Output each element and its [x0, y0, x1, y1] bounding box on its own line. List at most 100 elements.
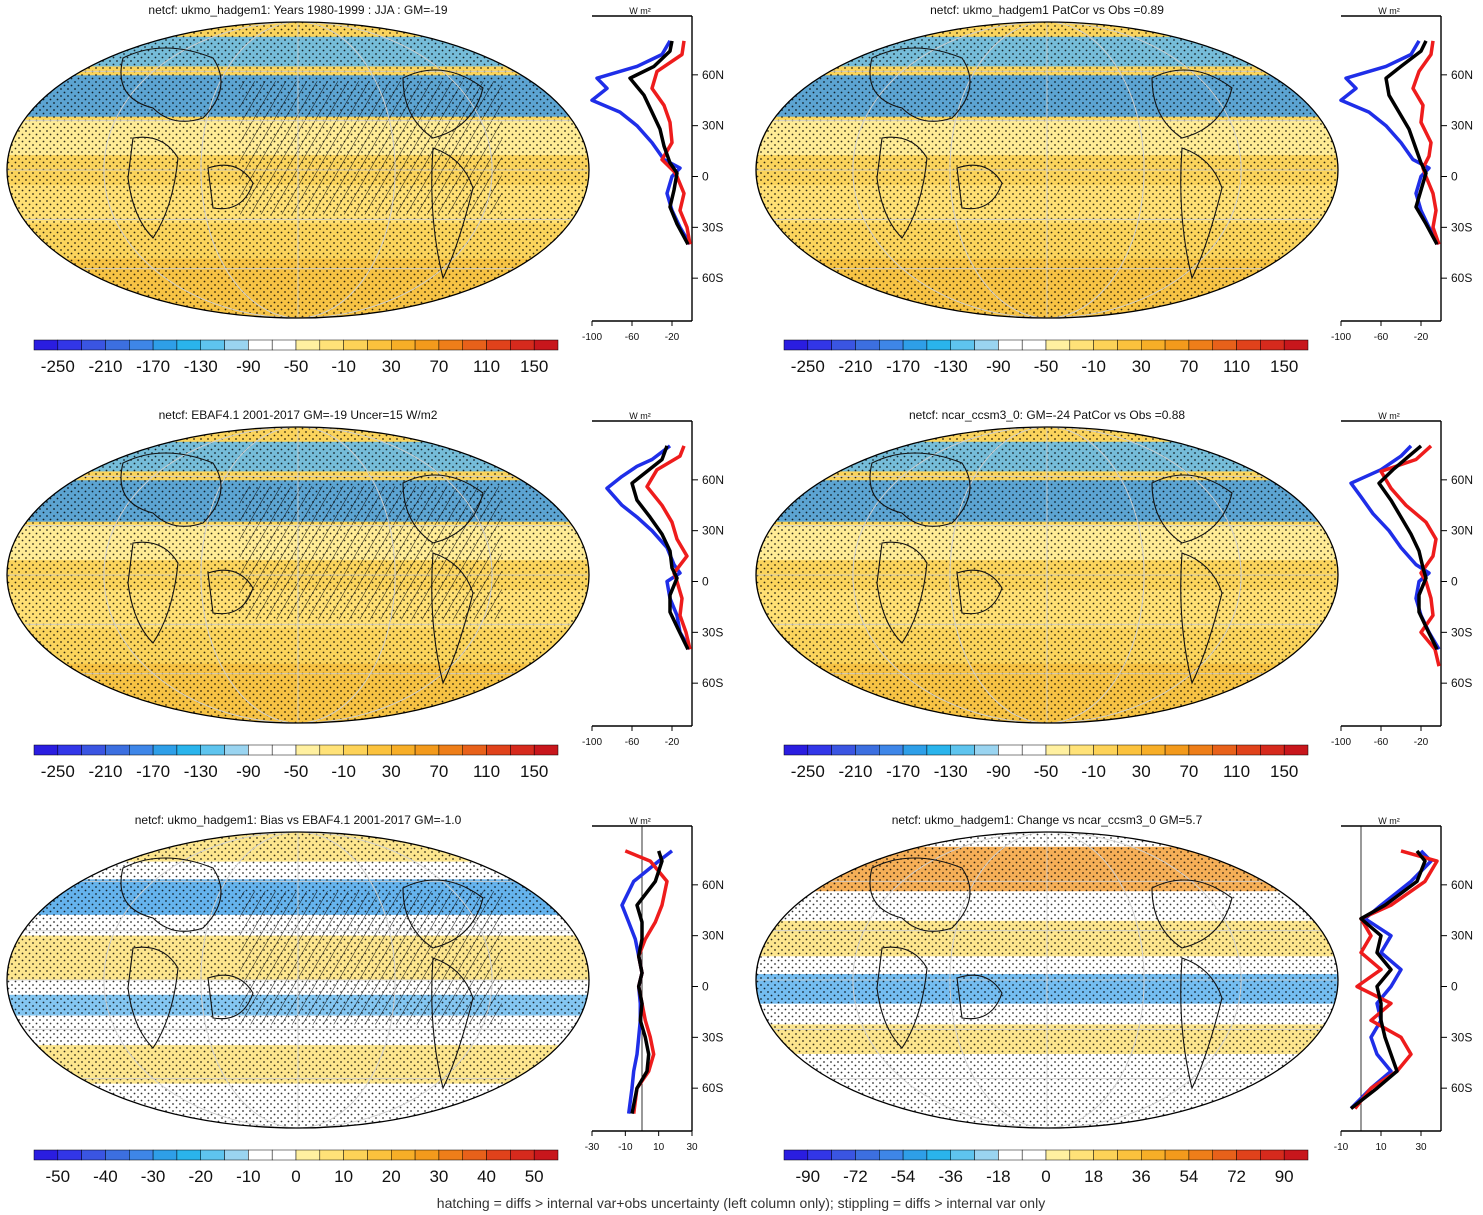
- colorbar-swatch: [998, 744, 1023, 756]
- map: [755, 831, 1339, 1129]
- continent-outline: [876, 541, 928, 644]
- map-border: [755, 426, 1339, 724]
- panel-5: netcf: ukmo_hadgem1: Bias vs EBAF4.1 200…: [6, 813, 724, 1186]
- colorbar-swatch: [1260, 339, 1285, 351]
- colorbar-swatch: [271, 339, 297, 351]
- colorbar: -90 -72 -54 -36 -18 0 18 36 54 72 90: [783, 1149, 1309, 1186]
- colorbar-swatch: [33, 1149, 59, 1161]
- colorbar-label: -250: [791, 357, 825, 376]
- colorbar-swatch: [807, 1149, 832, 1161]
- colorbar-swatch: [462, 339, 487, 351]
- colorbar-swatch: [879, 1149, 904, 1161]
- continent-outline: [869, 47, 971, 122]
- zonal-x-tick-label: 30: [1415, 1142, 1427, 1153]
- colorbar-label: -50: [1034, 357, 1059, 376]
- lat-tick-label: 30S: [1451, 625, 1472, 639]
- colorbar-label: -130: [184, 762, 218, 781]
- zonal-x-tick-label: -20: [665, 737, 680, 748]
- colorbar-swatch: [783, 339, 809, 351]
- colorbar-label: -54: [891, 1167, 916, 1186]
- colorbar-swatch: [807, 744, 832, 756]
- colorbar-label: -18: [986, 1167, 1011, 1186]
- colorbar-swatch: [391, 339, 416, 351]
- colorbar-swatch: [200, 339, 225, 351]
- colorbar-swatch: [533, 744, 559, 756]
- colorbar-swatch: [1141, 339, 1166, 351]
- colorbar-swatch: [176, 1149, 201, 1161]
- colorbar-label: 70: [1179, 762, 1198, 781]
- zonal-x-tick-label: -100: [582, 332, 602, 343]
- zonal-units: W m²: [1378, 6, 1400, 16]
- colorbar-swatch: [1212, 744, 1237, 756]
- colorbar-swatch: [81, 744, 106, 756]
- zonal-x-tick-label: 10: [653, 1142, 665, 1153]
- continent-outline: [956, 974, 1003, 1020]
- colorbar-swatch: [950, 1149, 975, 1161]
- colorbar-swatch: [998, 339, 1023, 351]
- colorbar-label: 20: [382, 1167, 401, 1186]
- lat-tick-label: 60S: [702, 676, 723, 690]
- colorbar-swatch: [81, 339, 106, 351]
- zonal-x-tick-label: -10: [618, 1142, 633, 1153]
- colorbar-swatch: [295, 744, 321, 756]
- colorbar-swatch: [902, 339, 928, 351]
- continent-outline: [876, 136, 928, 239]
- zonal-x-tick-label: -60: [1374, 737, 1389, 748]
- colorbar-swatch: [57, 1149, 82, 1161]
- colorbar-swatch: [105, 1149, 130, 1161]
- colorbar-label: 110: [473, 357, 500, 376]
- colorbar-swatch: [248, 339, 273, 351]
- colorbar-label: -90: [796, 1167, 821, 1186]
- colorbar-label: 40: [477, 1167, 496, 1186]
- zonal-series-red: [645, 445, 692, 650]
- colorbar-swatch: [1021, 339, 1047, 351]
- continent-outline: [127, 946, 179, 1049]
- lon-gridline: [103, 832, 493, 1128]
- colorbar-swatch: [510, 1149, 535, 1161]
- colorbar-swatch: [974, 744, 999, 756]
- panel-title: netcf: EBAF4.1 2001-2017 GM=-19 Uncer=15…: [159, 408, 438, 422]
- colorbar-swatch: [1164, 339, 1190, 351]
- colorbar-label: 72: [1227, 1167, 1246, 1186]
- lat-tick-label: 30S: [702, 1030, 723, 1044]
- lat-tick-label: 30N: [702, 929, 724, 943]
- continent-outline: [1180, 552, 1223, 685]
- colorbar-label: 30: [382, 762, 401, 781]
- colorbar-swatch: [1093, 1149, 1118, 1161]
- colorbar-label: 10: [334, 1167, 353, 1186]
- zonal-x-tick-label: 30: [686, 1142, 698, 1153]
- lat-tick-label: 60N: [702, 68, 724, 82]
- zonal-mean-plot: W m² 60N 30N 0 30S 60S -100 -60 -20: [1331, 6, 1473, 343]
- colorbar-swatch: [33, 339, 59, 351]
- colorbar-label: -50: [46, 1167, 71, 1186]
- zonal-series-black: [1377, 444, 1439, 651]
- colorbar-swatch: [1164, 744, 1190, 756]
- colorbar-swatch: [831, 339, 856, 351]
- lat-tick-label: 30N: [1451, 119, 1473, 133]
- lat-tick-label: 60S: [702, 271, 723, 285]
- colorbar-label: -90: [236, 357, 261, 376]
- colorbar-label: 70: [429, 357, 448, 376]
- colorbar-label: 90: [1275, 1167, 1294, 1186]
- colorbar-label: -130: [934, 762, 968, 781]
- colorbar-label: 30: [1132, 762, 1151, 781]
- colorbar-swatch: [1164, 1149, 1190, 1161]
- colorbar-swatch: [831, 1149, 856, 1161]
- colorbar-swatch: [200, 1149, 225, 1161]
- colorbar-swatch: [926, 339, 951, 351]
- continent-outline: [956, 164, 1003, 210]
- lat-tick-label: 30N: [1451, 929, 1473, 943]
- zonal-series-red: [1411, 40, 1441, 245]
- zonal-series-black: [1349, 849, 1427, 1110]
- colorbar-label: -72: [843, 1167, 868, 1186]
- colorbar: -50 -40 -30 -20 -10 0 10 20 30 40 50: [33, 1149, 559, 1186]
- lon-gridline: [200, 832, 396, 1128]
- colorbar-swatch: [367, 339, 392, 351]
- colorbar-swatch: [1045, 744, 1071, 756]
- colorbar-swatch: [152, 744, 178, 756]
- colorbar-swatch: [1260, 744, 1285, 756]
- colorbar-swatch: [224, 744, 249, 756]
- colorbar-swatch: [462, 744, 487, 756]
- colorbar-label: -50: [284, 357, 309, 376]
- zonal-series-blue: [1349, 849, 1433, 1110]
